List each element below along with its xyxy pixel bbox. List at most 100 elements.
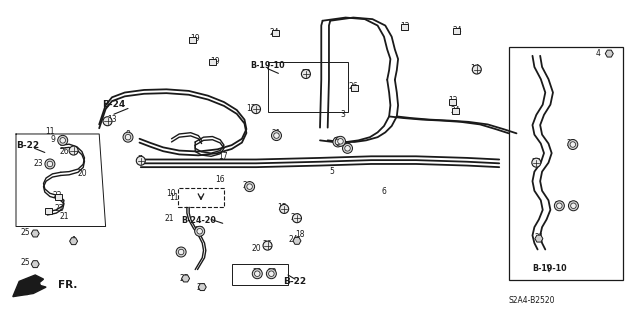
Text: B-24-20: B-24-20 (181, 216, 216, 225)
Bar (454, 28, 460, 34)
Circle shape (292, 214, 301, 223)
Circle shape (195, 226, 205, 236)
Text: 11: 11 (170, 193, 179, 202)
Text: 24: 24 (291, 213, 301, 222)
Circle shape (335, 136, 346, 146)
Circle shape (244, 182, 255, 192)
Bar (178, 188, 224, 207)
Text: 14: 14 (470, 64, 480, 73)
Polygon shape (70, 238, 77, 245)
Text: 13: 13 (246, 104, 256, 113)
Text: 7: 7 (137, 155, 142, 164)
Circle shape (570, 142, 575, 147)
Text: 25: 25 (179, 274, 189, 283)
Circle shape (263, 241, 272, 250)
Polygon shape (605, 50, 613, 57)
Circle shape (335, 139, 340, 145)
Circle shape (280, 204, 289, 213)
Text: 24: 24 (451, 106, 461, 115)
Polygon shape (31, 261, 39, 268)
Text: 20: 20 (77, 169, 87, 178)
Circle shape (472, 65, 481, 74)
Bar (272, 31, 278, 36)
Text: 22: 22 (333, 137, 342, 146)
Bar (232, 264, 288, 285)
Text: 1: 1 (71, 236, 76, 245)
Circle shape (342, 143, 353, 153)
Circle shape (252, 269, 262, 279)
Bar (509, 47, 623, 280)
Polygon shape (535, 235, 543, 242)
Polygon shape (198, 284, 206, 291)
Circle shape (266, 269, 276, 279)
Circle shape (345, 145, 350, 151)
Text: 21: 21 (272, 130, 281, 138)
Text: 16: 16 (215, 175, 225, 184)
Text: 18: 18 (295, 230, 304, 239)
Text: 24: 24 (288, 235, 298, 244)
Text: 12: 12 (449, 96, 458, 105)
Text: 25: 25 (20, 258, 31, 267)
Text: 21: 21 (164, 214, 173, 223)
Text: 25: 25 (196, 283, 206, 292)
Text: B-22: B-22 (16, 141, 39, 150)
Text: 20: 20 (251, 244, 261, 253)
Polygon shape (182, 275, 189, 282)
Text: 22: 22 (54, 204, 63, 213)
Circle shape (557, 203, 562, 209)
Circle shape (45, 159, 55, 169)
Circle shape (568, 139, 578, 150)
Circle shape (252, 105, 260, 114)
Text: 26: 26 (531, 158, 541, 167)
Text: 9: 9 (50, 135, 55, 144)
Circle shape (255, 271, 260, 277)
Text: 3: 3 (340, 110, 345, 119)
Polygon shape (293, 237, 301, 244)
Text: FR.: FR. (58, 279, 77, 290)
Text: 23: 23 (33, 160, 44, 168)
Circle shape (179, 249, 184, 255)
Circle shape (103, 117, 112, 126)
Circle shape (274, 133, 279, 138)
Circle shape (338, 138, 343, 144)
Text: 23: 23 (566, 139, 576, 148)
Text: 22: 22 (555, 201, 564, 210)
Text: 11: 11 (45, 127, 54, 136)
Text: 5: 5 (329, 167, 334, 176)
Circle shape (301, 70, 310, 78)
Polygon shape (13, 275, 46, 297)
Bar (45, 209, 51, 214)
Text: 21: 21 (60, 212, 68, 221)
Text: 19: 19 (210, 57, 220, 66)
Bar (189, 37, 195, 43)
Bar (268, 62, 348, 112)
Text: 21: 21 (534, 234, 543, 242)
Bar (351, 85, 358, 91)
Text: B-22: B-22 (284, 278, 307, 286)
Text: 23: 23 (301, 69, 311, 78)
Circle shape (136, 156, 145, 165)
Text: 8: 8 (125, 130, 131, 139)
Text: 22: 22 (253, 268, 262, 277)
Text: 15: 15 (276, 204, 287, 212)
Circle shape (197, 228, 202, 234)
Text: 25: 25 (20, 228, 31, 237)
Circle shape (69, 146, 78, 155)
Text: 13: 13 (107, 115, 117, 124)
Circle shape (47, 161, 52, 167)
Text: B-24: B-24 (102, 100, 125, 109)
Circle shape (176, 247, 186, 257)
Circle shape (568, 201, 579, 211)
Text: 24: 24 (242, 181, 252, 190)
Text: B-19-10: B-19-10 (250, 61, 285, 70)
Text: 2: 2 (178, 247, 183, 256)
Bar (56, 194, 62, 200)
Bar (209, 59, 216, 65)
Text: 26: 26 (348, 82, 358, 91)
Text: B-19-10: B-19-10 (532, 264, 566, 273)
Circle shape (123, 132, 133, 142)
Circle shape (269, 271, 274, 277)
Text: 10: 10 (166, 189, 176, 198)
Text: 12: 12 (400, 22, 409, 31)
Bar (452, 108, 459, 114)
